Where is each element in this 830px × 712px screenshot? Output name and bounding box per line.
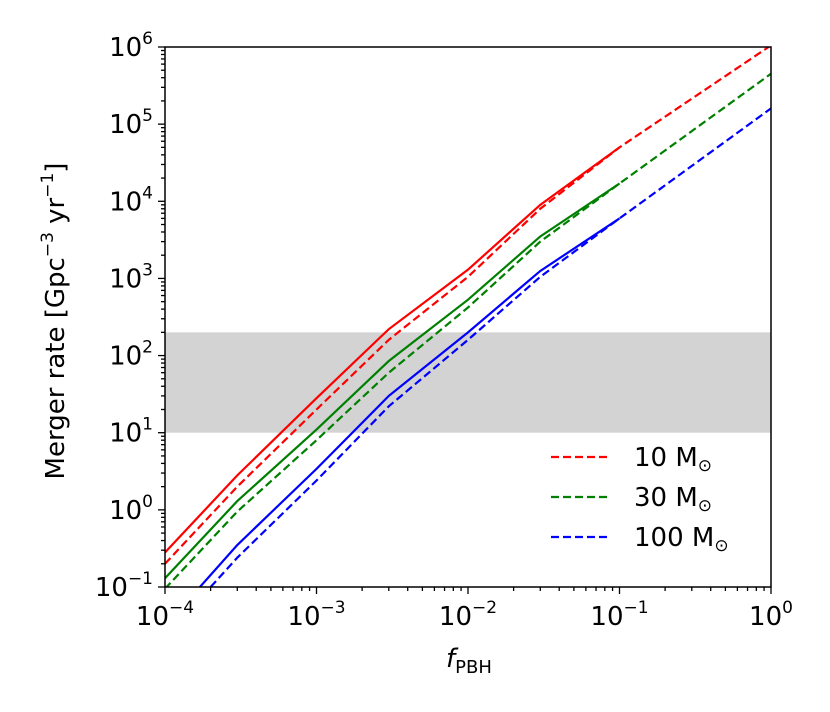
x-tick-label: 10−4	[136, 598, 194, 632]
x-tick-label: 100	[749, 598, 793, 632]
series-1-solid-line	[165, 146, 621, 554]
y-tick-label: 100	[109, 492, 153, 526]
series-3-dashed-line	[209, 107, 771, 587]
x-tick-label: 10−1	[590, 598, 648, 632]
series-3-solid-line	[199, 217, 621, 587]
x-axis-label: fPBH	[446, 644, 492, 678]
y-tick-label: 106	[109, 29, 153, 63]
series-2-solid-line	[165, 182, 621, 579]
y-tick-label: 104	[109, 183, 153, 217]
y-tick-label: 102	[109, 338, 153, 372]
x-tick-label: 10−3	[287, 598, 345, 632]
y-axis-label: Merger rate [Gpc−3 yr−1]	[38, 163, 71, 480]
legend-label-3: 100 M⊙	[634, 523, 729, 556]
y-tick-label: 105	[109, 106, 153, 140]
x-tick-label: 10−2	[439, 598, 497, 632]
legend-label-2: 30 M⊙	[634, 483, 712, 516]
observed-rate-band	[165, 332, 771, 433]
series-2-dashed-line	[165, 72, 771, 587]
series-1-dashed-line	[165, 47, 771, 565]
y-tick-label: 101	[109, 415, 153, 449]
legend-label-1: 10 M⊙	[634, 443, 712, 476]
y-tick-label: 103	[109, 260, 153, 294]
y-tick-label: 10−1	[95, 569, 153, 603]
